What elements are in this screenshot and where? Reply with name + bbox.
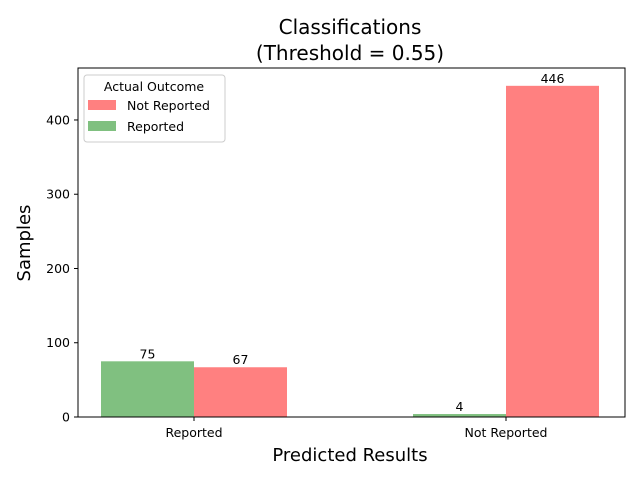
x-axis-ticks: Reported Not Reported xyxy=(165,417,547,440)
y-tick-label: 400 xyxy=(46,112,70,127)
legend-label: Not Reported xyxy=(127,98,210,113)
chart-subtitle: (Threshold = 0.55) xyxy=(256,41,444,65)
y-axis-label: Samples xyxy=(14,205,35,282)
legend-entries: Not Reported Reported xyxy=(88,98,210,134)
bar-not-reported-1 xyxy=(506,85,599,417)
legend-title: Actual Outcome xyxy=(104,79,204,94)
y-tick-label: 200 xyxy=(46,261,70,276)
bars-group xyxy=(101,85,599,417)
y-axis-ticks: 0 100 200 300 400 xyxy=(46,112,78,425)
bar-value-label: 75 xyxy=(140,346,156,361)
x-tick-label: Not Reported xyxy=(465,425,548,440)
bar-not-reported-0 xyxy=(194,367,287,417)
bar-value-label: 67 xyxy=(233,352,249,367)
legend-swatch xyxy=(88,100,116,110)
bar-labels-group: 75 4 67 446 xyxy=(140,71,565,414)
legend-box xyxy=(83,74,226,143)
legend-swatch xyxy=(88,121,116,131)
bar-reported-0 xyxy=(101,361,194,417)
bar-value-label: 4 xyxy=(456,399,464,414)
x-tick-label: Reported xyxy=(165,425,222,440)
plot-frame xyxy=(77,67,626,418)
y-tick-label: 100 xyxy=(46,335,70,350)
y-tick-label: 300 xyxy=(46,187,70,202)
legend-label: Reported xyxy=(127,119,184,134)
x-axis-label: Predicted Results xyxy=(272,445,427,466)
bar-value-label: 446 xyxy=(541,71,565,86)
y-tick-label: 0 xyxy=(62,410,70,425)
legend: Actual Outcome Not Reported Reported xyxy=(83,74,226,143)
chart-title: Classifications xyxy=(279,15,422,39)
bar-reported-1 xyxy=(413,414,506,417)
